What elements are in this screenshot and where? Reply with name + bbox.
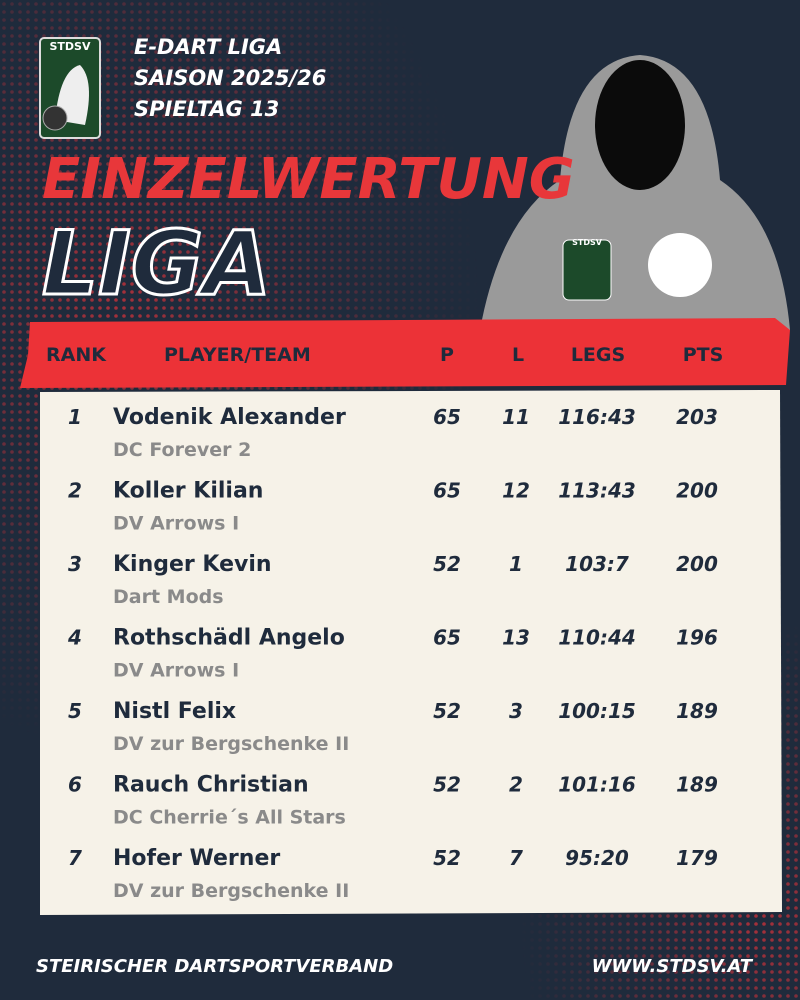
cell: 7 <box>68 846 82 870</box>
player-name: Rauch Christian <box>113 773 309 798</box>
cell: 200 <box>676 479 718 503</box>
column-header: LEGS <box>571 344 625 366</box>
cell: 200 <box>676 552 718 576</box>
cell: 52 <box>433 773 461 797</box>
logo: STDSV <box>39 37 101 139</box>
player-name: Vodenik Alexander <box>113 405 346 430</box>
cell: 65 <box>433 405 461 429</box>
cell: 3 <box>68 552 82 576</box>
cell: 65 <box>433 626 461 650</box>
cell: 189 <box>676 773 718 797</box>
team-name: Dart Mods <box>113 586 224 608</box>
table-panel <box>40 390 782 915</box>
cell: 196 <box>676 626 718 650</box>
badge-text: STDSV <box>572 238 603 247</box>
cell: 110:44 <box>558 626 636 650</box>
cell: 1 <box>509 552 523 576</box>
cell: 4 <box>67 626 82 650</box>
player-name: Nistl Felix <box>113 699 236 724</box>
cell: 95:20 <box>565 846 629 870</box>
cell: 1 <box>68 405 82 429</box>
cell: 113:43 <box>558 479 636 503</box>
cell: 2 <box>68 479 82 503</box>
cell: 6 <box>68 773 82 797</box>
cell: 100:15 <box>558 699 636 723</box>
cell: 2 <box>509 773 523 797</box>
cell: 52 <box>433 846 461 870</box>
cell: 52 <box>433 699 461 723</box>
column-header: RANK <box>46 344 107 366</box>
header-line: E-DART LIGA <box>134 35 282 59</box>
player-name: Rothschädl Angelo <box>113 626 345 651</box>
cell: 101:16 <box>558 773 636 797</box>
header-banner <box>20 318 790 388</box>
player-name: Hofer Werner <box>113 846 280 871</box>
column-header: PLAYER/TEAM <box>164 344 311 366</box>
subtitle: LIGA <box>42 212 271 315</box>
team-name: DV zur Bergschenke II <box>113 733 349 755</box>
team-name: DV zur Bergschenke II <box>113 880 349 902</box>
footer-right: WWW.STDSV.AT <box>592 956 754 977</box>
title: EINZELWERTUNG <box>42 147 575 212</box>
cell: 11 <box>502 405 530 429</box>
cell: 13 <box>502 626 530 650</box>
hoodie: STDSV <box>480 55 790 330</box>
team-name: DV Arrows I <box>113 513 239 535</box>
column-header: P <box>440 344 454 366</box>
cell: 5 <box>68 699 82 723</box>
team-name: DC Forever 2 <box>113 439 251 461</box>
footer-left: STEIRISCHER DARTSPORTVERBAND <box>36 956 393 977</box>
column-header: L <box>512 344 524 366</box>
cell: 12 <box>502 479 530 503</box>
header-line: SPIELTAG 13 <box>134 97 279 121</box>
column-header: PTS <box>683 344 724 366</box>
cell: 103:7 <box>565 552 629 576</box>
team-name: DV Arrows I <box>113 660 239 682</box>
cell: 116:43 <box>558 405 636 429</box>
header-line: SAISON 2025/26 <box>134 66 326 90</box>
cell: 3 <box>509 699 523 723</box>
cell: 7 <box>509 846 523 870</box>
cell: 65 <box>433 479 461 503</box>
cell: 179 <box>676 846 718 870</box>
logo-text: STDSV <box>50 40 91 53</box>
cell: 203 <box>676 405 718 429</box>
player-name: Kinger Kevin <box>113 552 272 577</box>
team-name: DC Cherrie´s All Stars <box>113 807 346 829</box>
cell: 52 <box>433 552 461 576</box>
cell: 189 <box>676 699 718 723</box>
player-name: Koller Kilian <box>113 479 263 504</box>
